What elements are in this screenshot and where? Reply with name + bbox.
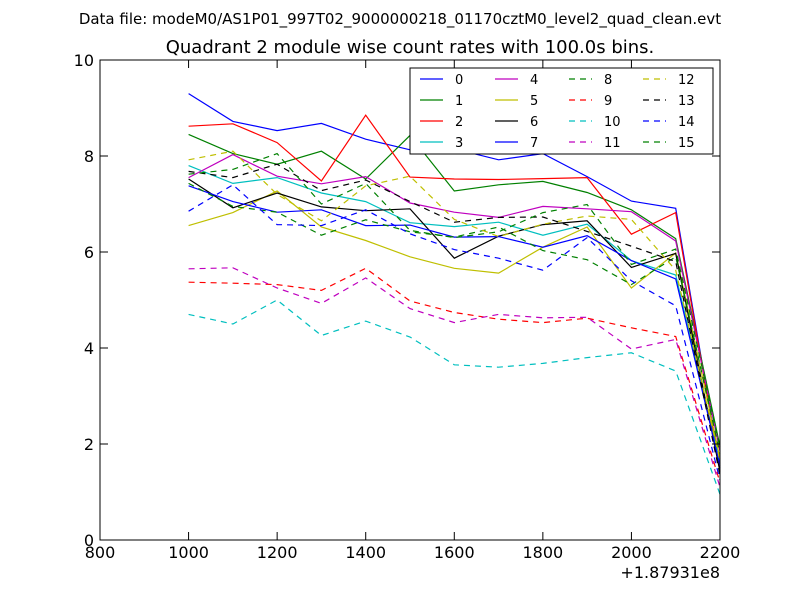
legend-label-15: 15 [678,136,695,151]
series-line-15 [188,152,721,448]
suptitle: Data file: modeM0/AS1P01_997T02_90000002… [79,10,721,29]
y-tick-label: 4 [84,339,94,358]
legend-label-10: 10 [604,115,621,130]
x-tick-label: 1000 [168,543,209,562]
legend-frame [409,67,714,155]
x-tick-label: 800 [85,543,116,562]
x-tick-label: 2200 [700,543,741,562]
series-line-11 [188,267,721,488]
series-line-4 [188,153,721,452]
legend-label-9: 9 [604,94,612,109]
x-tick-label: 1400 [345,543,386,562]
legend-label-5: 5 [530,94,538,109]
series-line-7 [188,185,721,466]
legend-label-3: 3 [455,136,463,151]
series-line-10 [188,299,721,495]
legend-label-1: 1 [455,94,463,109]
series-line-5 [188,190,721,459]
legend-label-2: 2 [455,115,463,130]
series-line-12 [188,150,721,461]
series-line-8 [188,182,721,454]
legend-label-11: 11 [604,136,621,151]
legend-label-8: 8 [604,73,612,88]
series-line-6 [188,178,721,472]
legend-label-7: 7 [530,136,538,151]
series-line-9 [188,267,721,483]
series-layer [188,93,721,495]
legend-label-4: 4 [530,73,538,88]
legend-label-0: 0 [455,73,463,88]
x-tick-label: 1800 [522,543,563,562]
series-line-13 [188,163,721,476]
y-tick-label: 0 [84,531,94,550]
legend-label-12: 12 [678,73,695,88]
y-tick-label: 2 [84,435,94,454]
legend-label-14: 14 [678,115,695,130]
plot-frame [99,59,721,541]
x-offset-label: +1.87931e8 [620,563,720,582]
series-line-1 [188,133,721,447]
series-line-2 [188,114,721,471]
legend-label-6: 6 [530,115,538,130]
x-tick-label: 2000 [611,543,652,562]
series-line-14 [188,184,721,481]
x-tick-label: 1200 [257,543,298,562]
y-tick-label: 6 [84,243,94,262]
chart-title: Quadrant 2 module wise count rates with … [166,37,655,58]
y-tick-label: 10 [74,51,94,70]
y-tick-label: 8 [84,147,94,166]
x-tick-label: 1600 [434,543,475,562]
legend-label-13: 13 [678,94,695,109]
